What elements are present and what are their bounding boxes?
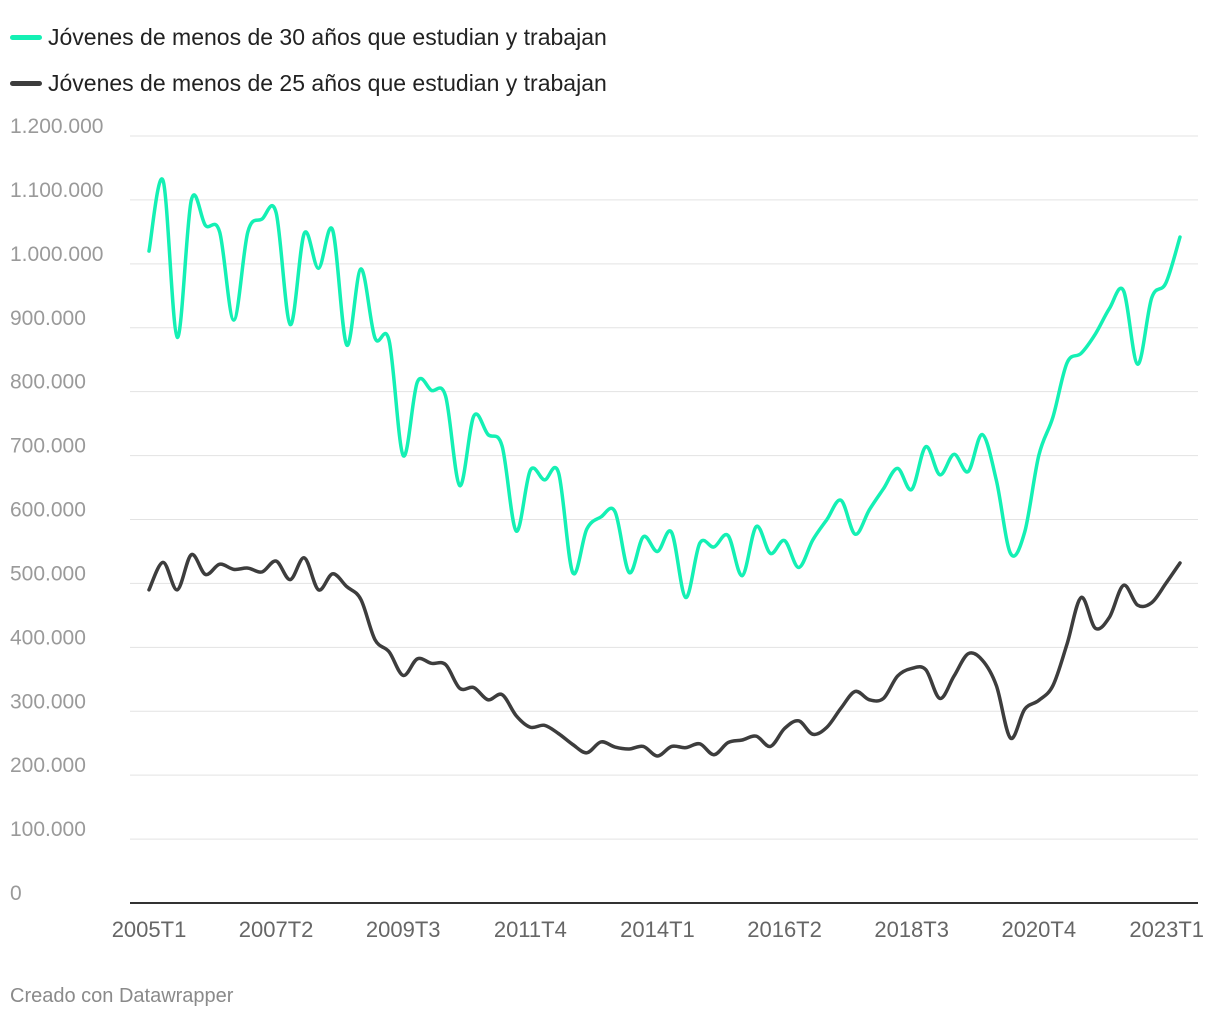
y-tick-label: 1.000.000	[10, 243, 103, 266]
x-tick-label: 2023T1	[1129, 917, 1204, 942]
legend-label-under-25: Jóvenes de menos de 25 años que estudian…	[48, 69, 607, 96]
legend-item-under-25: Jóvenes de menos de 25 años que estudian…	[10, 60, 607, 106]
series-lines	[147, 177, 1182, 758]
x-tick-label: 2018T3	[874, 917, 949, 942]
x-tick-label: 2007T2	[239, 917, 314, 942]
x-tick-label: 2020T4	[1001, 917, 1076, 942]
y-tick-label: 600.000	[10, 499, 86, 522]
y-tick-label: 1.200.000	[10, 115, 103, 138]
y-tick-label: 900.000	[10, 307, 86, 330]
x-tick-label: 2016T2	[747, 917, 822, 942]
y-axis-labels: 0 100.000 200.000 300.000 400.000 500.000 600.…	[10, 115, 103, 905]
y-tick-label: 1.100.000	[10, 179, 103, 202]
x-tick-label: 2005T1	[112, 917, 187, 942]
x-tick-label: 2011T4	[494, 917, 567, 942]
x-tick-label: 2014T1	[620, 917, 695, 942]
gridlines	[130, 135, 1198, 904]
footer-credit: Creado con Datawrapper	[10, 985, 234, 1007]
legend: Jóvenes de menos de 30 años que estudian…	[10, 14, 607, 106]
legend-swatch-under-30	[10, 34, 42, 40]
legend-item-under-30: Jóvenes de menos de 30 años que estudian…	[10, 14, 607, 60]
x-axis-labels: 2005T1 2007T2 2009T3 2011T4 2014T1 2016T2 2018…	[112, 917, 1204, 942]
y-tick-label: 100.000	[10, 818, 86, 841]
y-tick-label: 400.000	[10, 626, 86, 649]
y-tick-label: 700.000	[10, 435, 86, 458]
x-tick-label: 2009T3	[366, 917, 441, 942]
series-line-under-30	[147, 177, 1182, 600]
series-line-under-25	[147, 552, 1182, 758]
y-tick-label: 300.000	[10, 690, 86, 713]
y-tick-label: 200.000	[10, 754, 86, 777]
y-tick-label: 500.000	[10, 562, 86, 585]
y-tick-label: 0	[10, 882, 22, 905]
y-tick-label: 800.000	[10, 371, 86, 394]
line-chart: 0 100.000 200.000 300.000 400.000 500.000 600.…	[10, 115, 1204, 942]
legend-swatch-under-25	[10, 80, 42, 86]
legend-label-under-30: Jóvenes de menos de 30 años que estudian…	[48, 23, 607, 50]
